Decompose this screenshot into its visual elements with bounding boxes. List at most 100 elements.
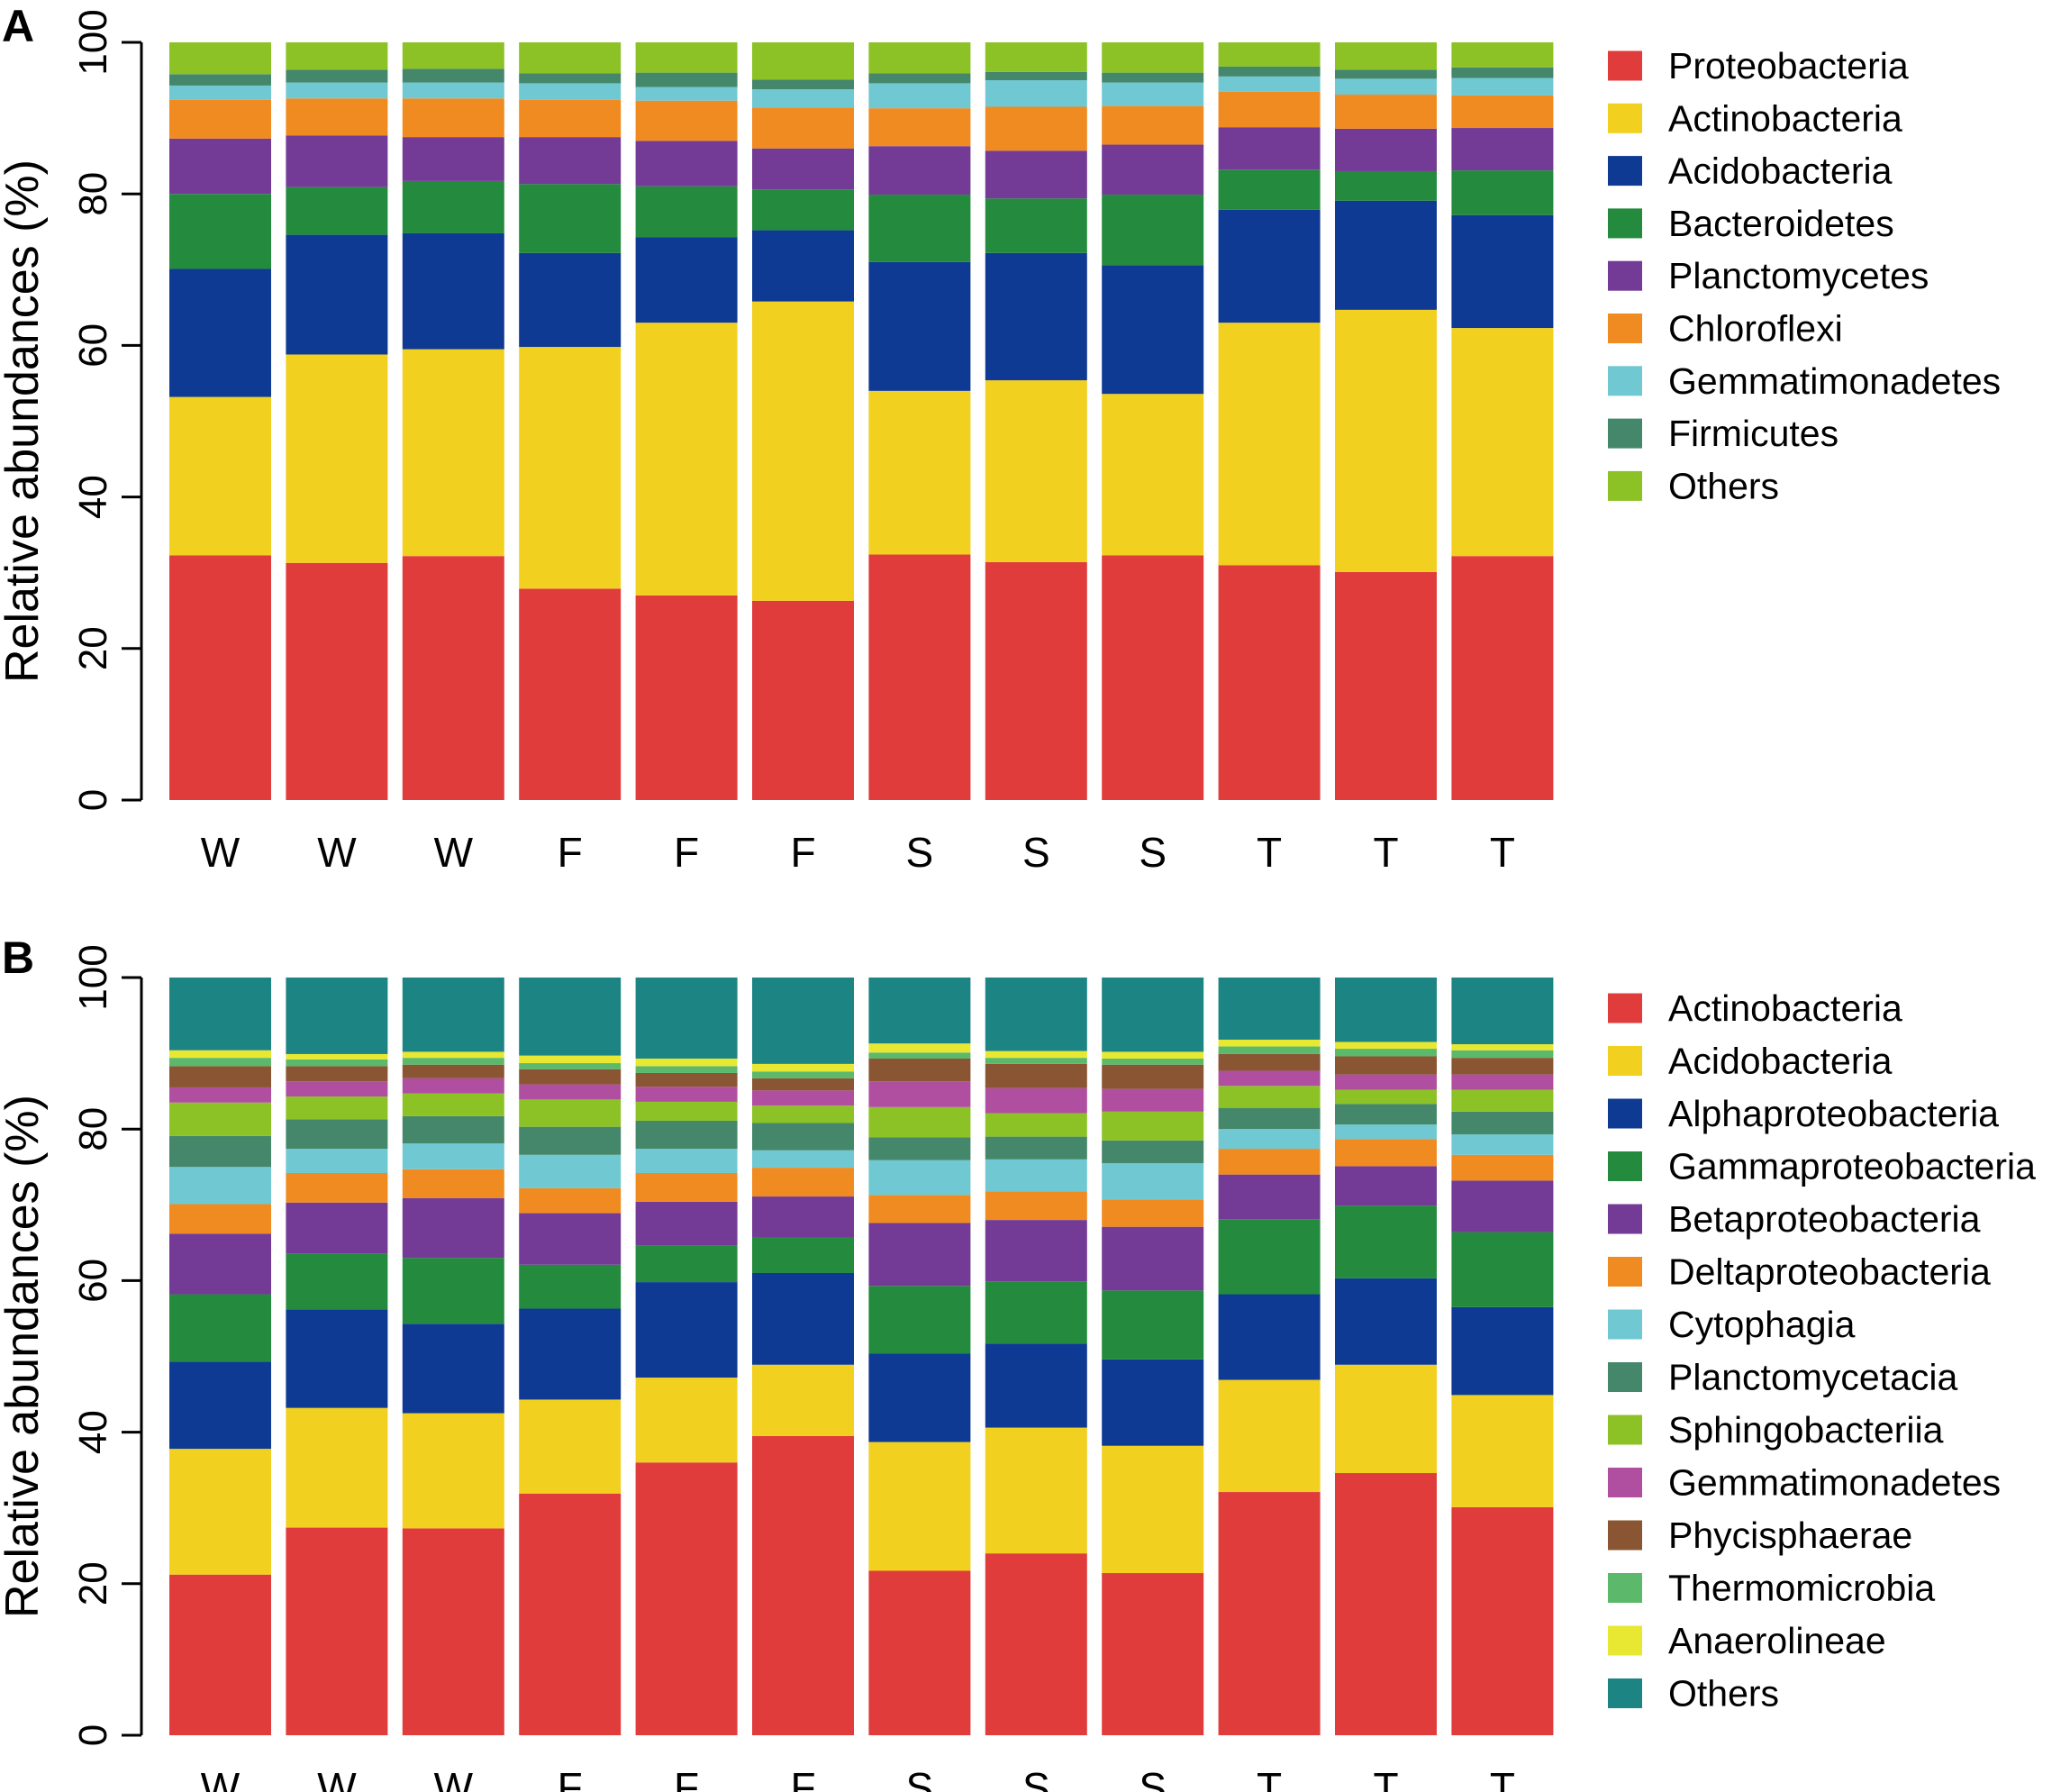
legend-swatch: [1608, 1625, 1642, 1656]
bar-segment: [752, 1078, 854, 1091]
y-tick-label: 40: [71, 1410, 115, 1454]
bar-segment: [1102, 1359, 1204, 1446]
bar-segment: [402, 1064, 504, 1078]
bar-segment: [402, 1143, 504, 1169]
bar-segment: [402, 1093, 504, 1116]
bar-segment: [1218, 1379, 1321, 1493]
bar-segment: [286, 978, 388, 1054]
legend-swatch: [1608, 1151, 1642, 1181]
bar-segment: [402, 1197, 504, 1259]
x-category-label: T: [1257, 829, 1282, 876]
bar-segment: [1451, 1506, 1554, 1735]
bar-segment: [1335, 1205, 1437, 1278]
bar-stack: [1218, 42, 1321, 800]
bar-segment: [169, 1102, 271, 1136]
bar-segment: [635, 1120, 738, 1150]
bar-segment: [1218, 1492, 1321, 1735]
bar-segment: [1218, 1039, 1321, 1047]
bar-segment: [1335, 1049, 1437, 1057]
legend-swatch: [1608, 1098, 1642, 1129]
bar-segment: [1451, 95, 1554, 129]
bar-segment: [519, 1154, 622, 1188]
bar-segment: [752, 42, 854, 80]
bar-segment: [635, 72, 738, 87]
bar-segment: [169, 1574, 271, 1735]
bar-segment: [985, 71, 1087, 81]
bar-segment: [985, 1051, 1087, 1059]
bar-segment: [868, 1570, 971, 1735]
bar-segment: [752, 107, 854, 149]
bar-segment: [1335, 1056, 1437, 1075]
bar-segment: [868, 1223, 971, 1287]
bar-segment: [519, 978, 622, 1056]
bar-stack: [752, 978, 854, 1735]
bar-segment: [286, 1119, 388, 1150]
legend-label: Others: [1668, 1673, 1779, 1715]
bar-segment: [169, 1204, 271, 1234]
legend-label: Acidobacteria: [1668, 1041, 1893, 1082]
bar-segment: [402, 232, 504, 350]
bar-segment: [868, 978, 971, 1044]
bar-segment: [985, 1058, 1087, 1064]
legend-swatch: [1608, 470, 1642, 501]
bar-segment: [1335, 42, 1437, 70]
bar-segment: [1102, 555, 1204, 800]
legend-swatch: [1608, 103, 1642, 133]
bar-segment: [286, 1081, 388, 1097]
panel-a: A 0 20 40 60 80 100 Relative abundances (%) W W W F…: [0, 1, 2001, 876]
bar-segment: [286, 1096, 388, 1120]
bar-segment: [752, 1272, 854, 1365]
bar-segment: [868, 1137, 971, 1160]
bar-segment: [169, 74, 271, 86]
bar-segment: [985, 1191, 1087, 1221]
x-category-label: T: [1373, 1764, 1398, 1792]
bar-segment: [985, 978, 1087, 1051]
legend-label: Cytophagia: [1668, 1304, 1856, 1345]
y-tick-label: 80: [71, 172, 115, 216]
bar-segment: [985, 42, 1087, 72]
bar-segment: [635, 1201, 738, 1246]
legend-swatch: [1608, 260, 1642, 291]
bar-segment: [402, 1051, 504, 1059]
bar-segment: [635, 1245, 738, 1283]
bar-stack: [1335, 978, 1437, 1735]
bar-segment: [868, 83, 971, 109]
bar-segment: [169, 1050, 271, 1059]
legend-label: Proteobacteria: [1668, 45, 1909, 86]
panel-letter: A: [2, 1, 34, 51]
bar-segment: [169, 194, 271, 269]
bar-segment: [1335, 1124, 1437, 1140]
bar-segment: [752, 1090, 854, 1106]
bar-segment: [752, 1123, 854, 1151]
bar-segment: [1218, 1294, 1321, 1380]
bar-segment: [169, 1294, 271, 1362]
legend-label: Actinobacteria: [1668, 987, 1902, 1029]
bar-segment: [1102, 72, 1204, 83]
bar-segment: [286, 354, 388, 563]
bar-segment: [1451, 1232, 1554, 1307]
bar-segment: [1451, 1395, 1554, 1507]
bar-segment: [1102, 978, 1204, 1052]
bar-segment: [635, 42, 738, 73]
bar-segment: [1102, 1140, 1204, 1164]
bar-segment: [286, 82, 388, 99]
legend-swatch: [1608, 1046, 1642, 1076]
bar-segment: [1451, 170, 1554, 215]
bar-stack: [1102, 42, 1204, 800]
bar-segment: [985, 106, 1087, 151]
x-category-label: F: [790, 829, 815, 876]
legend-label: Phycisphaerae: [1668, 1515, 1912, 1556]
legend-swatch: [1608, 1257, 1642, 1287]
bar-segment: [1451, 1154, 1554, 1181]
bar-segment: [752, 1150, 854, 1169]
bar-segment: [1218, 169, 1321, 210]
legend-label: Gemmatimonadetes: [1668, 360, 2001, 402]
bar-segment: [402, 180, 504, 233]
legend: Actinobacteria Acidobacteria Alphaproteoba…: [1608, 987, 2036, 1715]
bar-segment: [1218, 91, 1321, 128]
x-category-label: T: [1373, 829, 1398, 876]
bar-segment: [635, 1058, 738, 1067]
legend: Proteobacteria Actinobacteria Acidobacteri…: [1608, 45, 2001, 506]
bar-segment: [1218, 66, 1321, 77]
bar-segment: [1102, 1226, 1204, 1291]
